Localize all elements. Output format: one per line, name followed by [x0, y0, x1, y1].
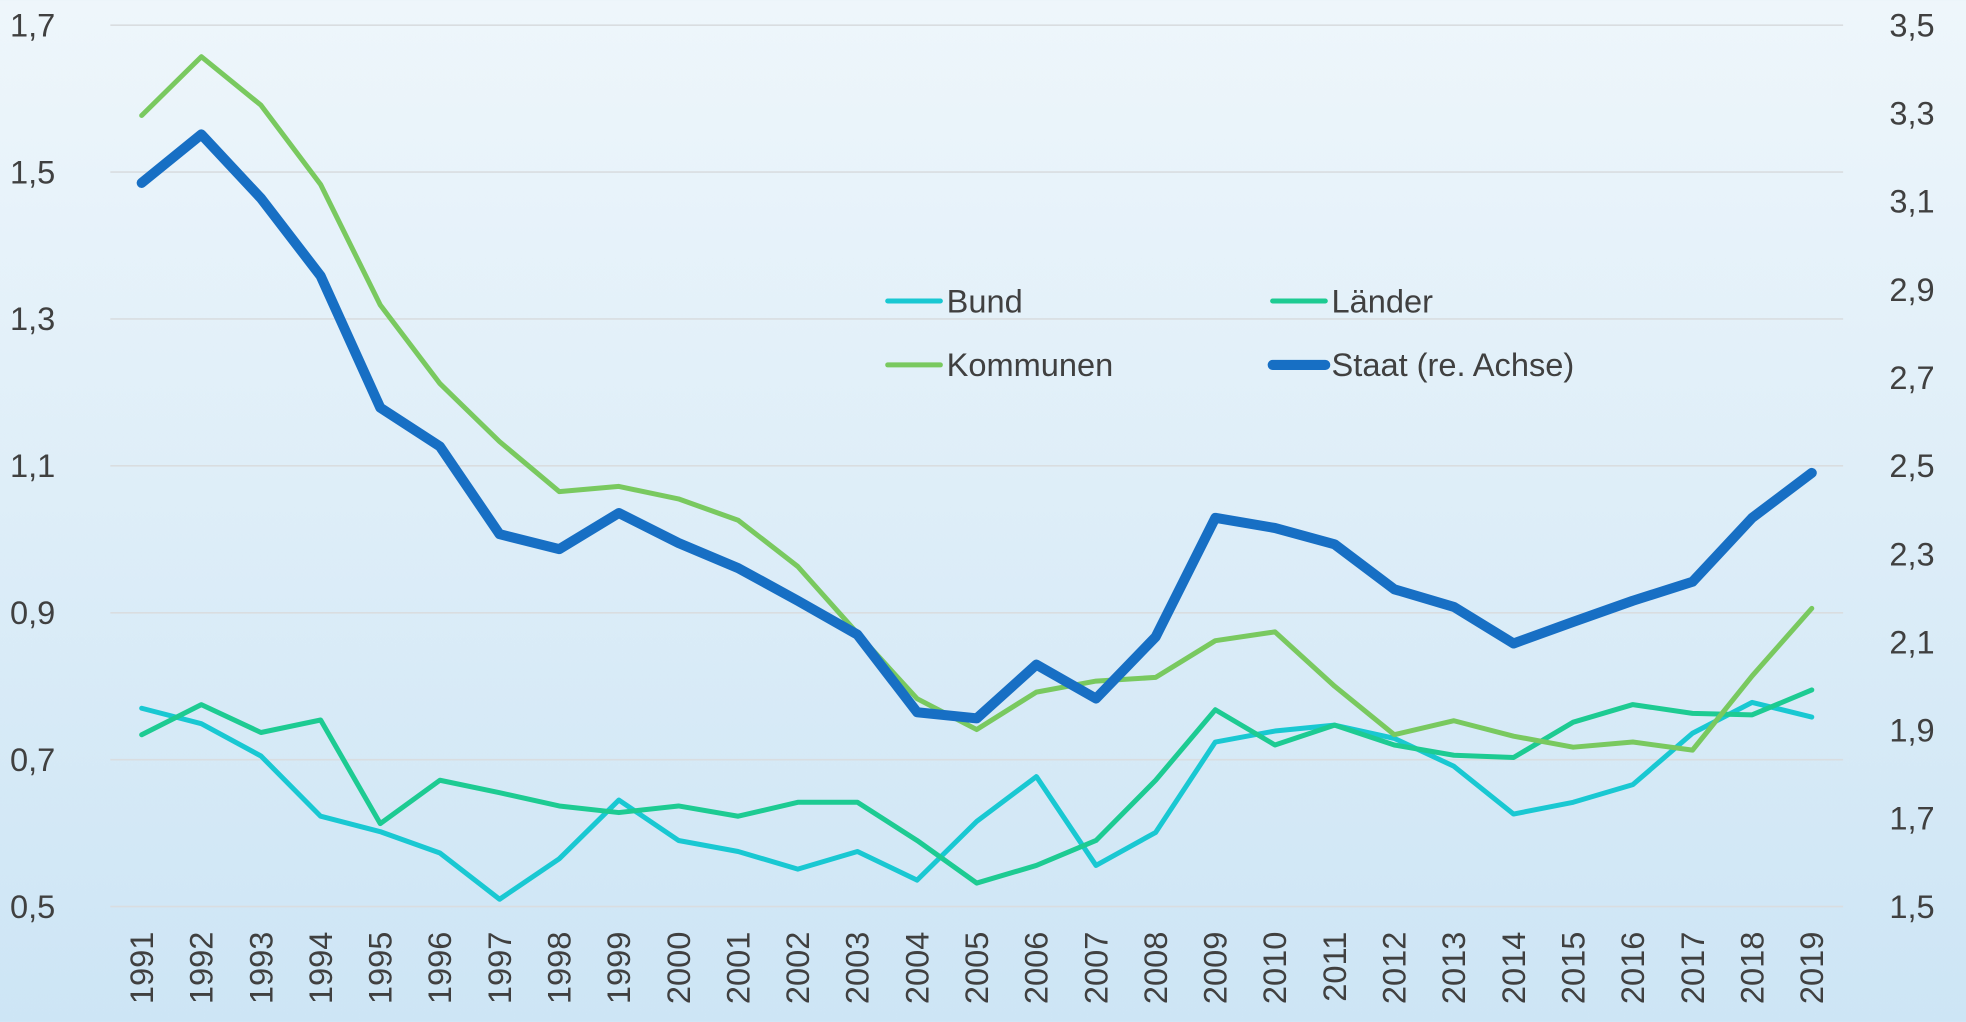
y2-tick-label: 2,9	[1889, 271, 1934, 308]
series-line	[139, 699, 1815, 902]
y2-tick-label: 2,7	[1889, 359, 1934, 396]
x-tick-label: 1996	[421, 932, 458, 1004]
x-tick-label: 2016	[1614, 932, 1651, 1004]
x-tick-label: 1991	[123, 932, 160, 1004]
x-tick-label: 2010	[1256, 932, 1293, 1004]
y-tick-label: 1,5	[10, 153, 55, 190]
x-tick-label: 2004	[898, 932, 935, 1004]
x-tick-label: 2017	[1674, 932, 1711, 1004]
y2-tick-label: 2,3	[1889, 535, 1934, 572]
series-line	[136, 129, 1817, 724]
y2-tick-label: 1,5	[1889, 888, 1934, 925]
x-tick-label: 2002	[779, 932, 816, 1004]
x-tick-label: 2001	[719, 932, 756, 1004]
x-tick-label: 1994	[302, 932, 339, 1004]
x-tick-label: 2009	[1197, 932, 1234, 1004]
series-line	[139, 687, 1815, 886]
x-tick-label: 2006	[1018, 932, 1055, 1004]
y-tick-label: 0,7	[10, 741, 55, 778]
x-tick-label: 2005	[958, 932, 995, 1004]
y-tick-label: 1,7	[10, 6, 55, 43]
x-tick-label: 2007	[1077, 932, 1114, 1004]
x-tick-label: 2018	[1733, 932, 1770, 1004]
y2-tick-label: 3,5	[1889, 6, 1934, 43]
x-tick-label: 1998	[540, 932, 577, 1004]
x-tick-label: 1992	[183, 932, 220, 1004]
y2-tick-label: 1,9	[1889, 712, 1934, 749]
y-tick-label: 1,1	[10, 447, 55, 484]
legend-label: Bund	[947, 282, 1023, 319]
y2-tick-label: 3,3	[1889, 95, 1934, 132]
x-tick-label: 2014	[1495, 932, 1532, 1004]
x-tick-label: 1997	[481, 932, 518, 1004]
y2-tick-label: 1,7	[1889, 800, 1934, 837]
y-tick-label: 1,3	[10, 300, 55, 337]
x-tick-label: 2000	[660, 932, 697, 1004]
x-tick-label: 2019	[1793, 932, 1830, 1004]
legend-label: Länder	[1332, 282, 1434, 319]
x-tick-label: 2012	[1376, 932, 1413, 1004]
y-tick-label: 0,5	[10, 888, 55, 925]
x-tick-label: 1999	[600, 932, 637, 1004]
legend-label: Staat (re. Achse)	[1332, 346, 1575, 383]
x-tick-label: 1995	[362, 932, 399, 1004]
x-tick-label: 2015	[1554, 932, 1591, 1004]
x-tick-label: 1993	[242, 932, 279, 1004]
y2-tick-label: 3,1	[1889, 183, 1934, 220]
x-tick-label: 2003	[839, 932, 876, 1004]
y2-tick-label: 2,5	[1889, 447, 1934, 484]
x-tick-label: 2013	[1435, 932, 1472, 1004]
legend-label: Kommunen	[947, 346, 1114, 383]
x-tick-label: 2008	[1137, 932, 1174, 1004]
y2-tick-label: 2,1	[1889, 623, 1934, 660]
x-tick-label: 2011	[1316, 932, 1353, 1002]
series-line	[139, 54, 1815, 753]
y-tick-label: 0,9	[10, 594, 55, 631]
